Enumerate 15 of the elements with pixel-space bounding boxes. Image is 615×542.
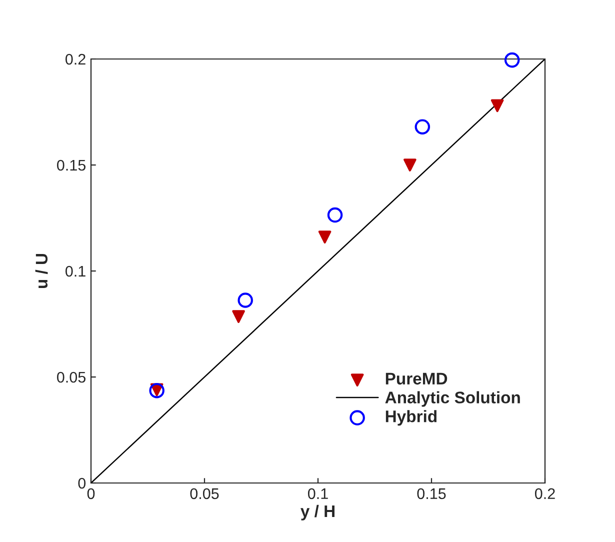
x-tick-label: 0.2 bbox=[534, 488, 555, 500]
y-tick-label: 0 bbox=[78, 478, 86, 489]
x-axis-title: y / H bbox=[300, 504, 334, 520]
y-tick-label: 0.2 bbox=[66, 54, 86, 65]
x-tick-label: 0.1 bbox=[308, 488, 328, 500]
y-axis-title: u / U bbox=[35, 254, 48, 288]
legend-label: PureMD bbox=[386, 372, 448, 385]
x-tick-label: 0 bbox=[87, 488, 95, 500]
y-tick-label: 0.15 bbox=[57, 160, 86, 171]
legend-label: Analytic Solution bbox=[385, 391, 520, 407]
y-tick-label: 0.05 bbox=[57, 372, 86, 383]
x-tick-label: 0.05 bbox=[190, 488, 219, 500]
legend-label: Hybrid bbox=[386, 410, 436, 426]
x-tick-label: 0.15 bbox=[417, 488, 446, 500]
y-tick-label: 0.1 bbox=[66, 266, 86, 277]
